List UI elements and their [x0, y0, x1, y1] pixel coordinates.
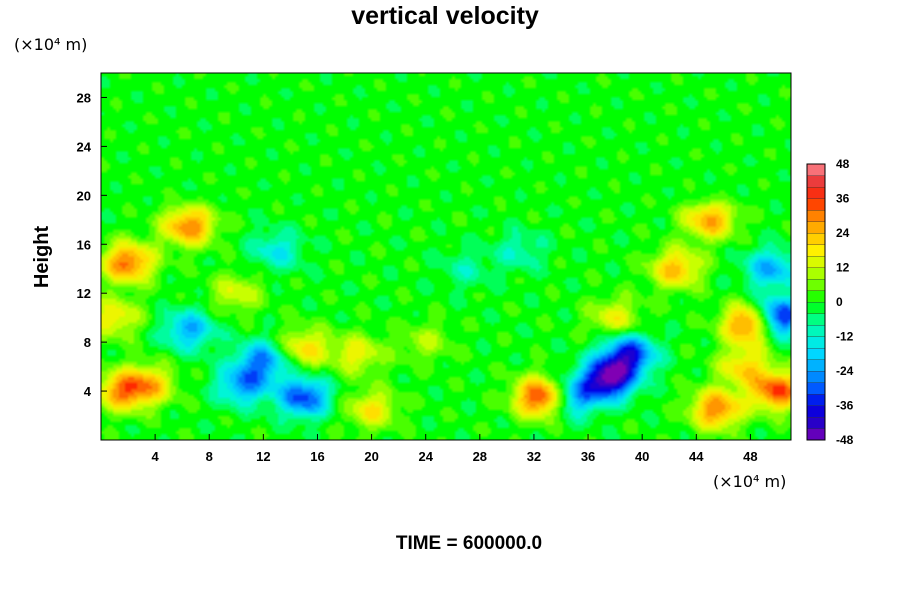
colorbar-segment: [806, 290, 826, 303]
colorbar-segment: [806, 175, 826, 188]
x-tick-label: 12: [256, 449, 270, 464]
x-tick-label: 8: [206, 449, 213, 464]
x-tick-label: 28: [473, 449, 487, 464]
x-axis-ticks: 4 8 12 16 20 24 28 32 36 40 44 48: [152, 434, 758, 464]
colorbar-segment: [806, 163, 826, 177]
colorbar-tick-label: -24: [836, 364, 854, 378]
colorbar-segment: [806, 198, 826, 211]
y-tick-label: 16: [77, 237, 91, 252]
colorbar-tick-label: 24: [836, 226, 850, 240]
y-tick-label: 28: [77, 90, 91, 105]
colorbar-segment: [806, 221, 826, 234]
x-tick-label: 32: [527, 449, 541, 464]
colorbar-segment: [806, 301, 826, 315]
colorbar-segment: [806, 336, 826, 349]
y-tick-label: 20: [77, 188, 91, 203]
x-tick-label: 24: [418, 449, 433, 464]
colorbar-segment: [806, 232, 826, 246]
plot-frame: [100, 72, 792, 441]
x-tick-label: 40: [635, 449, 649, 464]
colorbar-segment: [806, 416, 826, 430]
x-tick-label: 48: [743, 449, 757, 464]
colorbar-tick-label: 36: [836, 192, 850, 206]
colorbar-segment: [806, 209, 826, 223]
colorbar-segment: [806, 393, 826, 407]
colorbar-segment: [806, 347, 826, 361]
heatmap-field: [101, 73, 791, 440]
colorbar-segment: [806, 370, 826, 384]
colorbar-segment: [806, 382, 826, 395]
colorbar-segment: [806, 324, 826, 338]
colorbar-segment: [806, 267, 826, 280]
plot-area: [100, 72, 792, 441]
y-tick-label: 12: [77, 286, 91, 301]
x-tick-label: 36: [581, 449, 595, 464]
chart-title: vertical velocity: [351, 2, 539, 30]
colorbar-tick-label: -12: [836, 330, 854, 344]
colorbar-segment: [806, 186, 826, 200]
colorbar-tick-label: -36: [836, 399, 854, 413]
x-tick-label: 16: [310, 449, 324, 464]
x-tick-label: 44: [689, 449, 704, 464]
colorbar-tick-label: 0: [836, 295, 843, 309]
colorbar-tick-label: -48: [836, 433, 854, 447]
y-axis-unit: (×10⁴ m): [14, 35, 87, 54]
colorbar-segment: [806, 359, 826, 372]
colorbar-segment: [806, 313, 826, 326]
colorbar-frame: [806, 163, 826, 441]
y-tick-label: 4: [84, 384, 92, 399]
colorbar-segment: [806, 255, 826, 269]
colorbar-segment: [806, 278, 826, 292]
colorbar-segment: [806, 244, 826, 257]
x-tick-label: 20: [364, 449, 378, 464]
y-tick-label: 8: [84, 335, 91, 350]
colorbar-segment: [806, 405, 826, 418]
y-axis-label: Height: [31, 226, 53, 289]
colorbar: 48 36 24 12 0 -12 -24 -36 -48: [806, 157, 854, 447]
time-label: TIME = 600000.0: [396, 533, 542, 554]
colorbar-segment: [806, 428, 826, 441]
y-axis-ticks: 4 8 12 16 20 24 28: [77, 90, 107, 399]
x-axis-unit: (×10⁴ m): [713, 472, 786, 491]
colorbar-tick-label: 48: [836, 157, 850, 171]
x-tick-label: 4: [152, 449, 160, 464]
y-tick-label: 24: [77, 139, 92, 154]
colorbar-tick-label: 12: [836, 261, 850, 275]
